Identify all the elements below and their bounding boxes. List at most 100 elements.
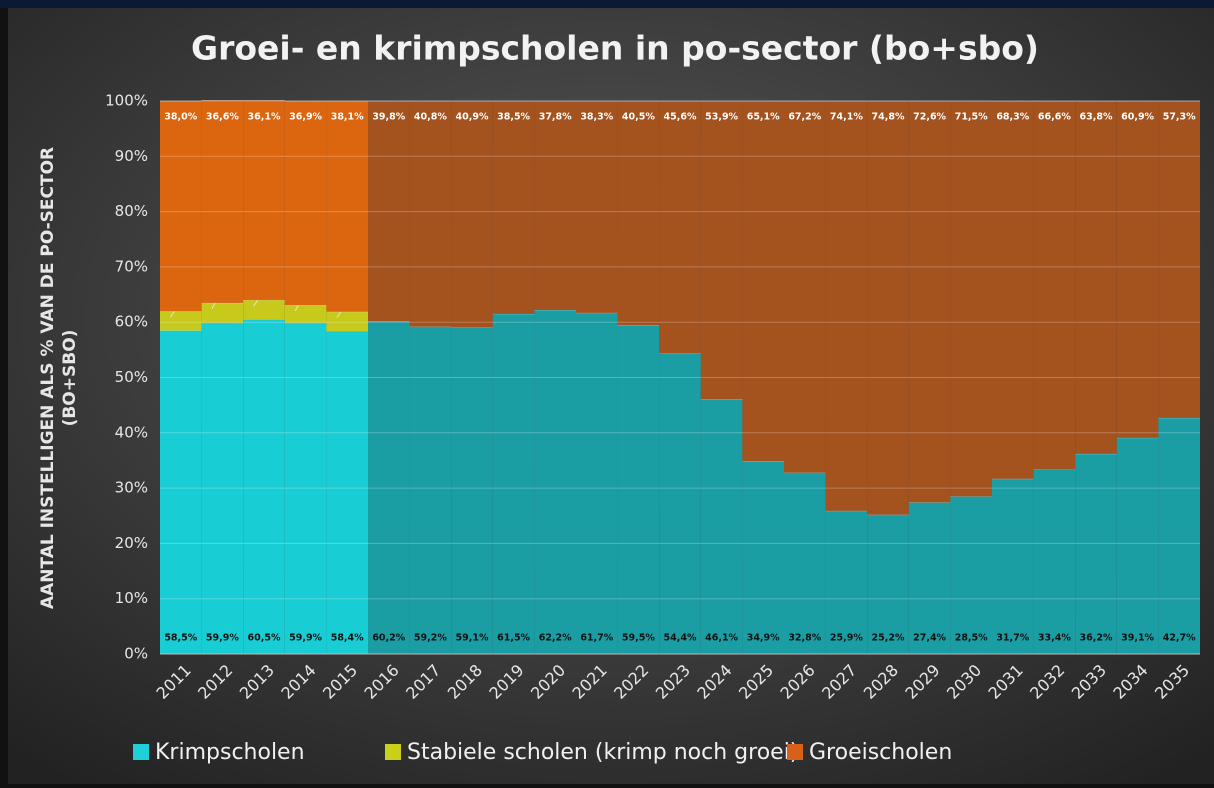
value-label: 61,7%	[580, 633, 613, 644]
bar-segment	[201, 100, 244, 303]
legend-swatch	[787, 744, 803, 760]
value-label: 34,9%	[747, 633, 780, 644]
value-label: 38,5%	[497, 112, 530, 123]
bar-segment	[908, 101, 951, 503]
value-label: 60,5%	[248, 633, 281, 644]
legend-swatch	[385, 744, 401, 760]
bar-segment	[368, 321, 410, 654]
value-label: 36,1%	[248, 112, 281, 123]
bar-segment	[1158, 417, 1200, 654]
bar-segment	[867, 514, 909, 654]
value-label: 25,2%	[872, 633, 905, 644]
bar-segment	[784, 101, 826, 473]
value-label: 40,8%	[414, 112, 447, 123]
bar-segment	[1033, 101, 1076, 470]
value-label: 40,5%	[622, 112, 655, 123]
y-axis-title: AANTAL INSTELLIGEN ALS % VAN DE PO-SECTO…	[38, 147, 80, 609]
value-label: 39,1%	[1121, 633, 1154, 644]
bar-segment	[1158, 101, 1200, 418]
value-label: 60,2%	[372, 633, 405, 644]
bar-segment	[451, 327, 493, 654]
bar-segment	[284, 305, 327, 323]
bar-segment	[534, 101, 576, 311]
bar-segment	[326, 101, 368, 312]
value-label: 71,5%	[955, 112, 988, 123]
bar-segment	[160, 101, 202, 312]
bar-segment	[950, 496, 992, 654]
value-label: 74,1%	[830, 112, 863, 123]
value-label: 36,2%	[1080, 633, 1113, 644]
legend-label: Stabiele scholen (krimp noch groei)	[407, 740, 798, 765]
value-label: 42,7%	[1163, 633, 1196, 644]
y-tick-label: 80%	[115, 202, 148, 220]
value-label: 39,8%	[372, 112, 405, 123]
y-tick-label: 0%	[124, 645, 148, 663]
bar-segment	[950, 101, 992, 497]
bar-segment	[576, 312, 618, 654]
bar-segment	[1075, 101, 1117, 454]
bar-segment	[451, 101, 493, 328]
legend-label: Groeischolen	[809, 740, 952, 765]
bar-segment	[160, 330, 202, 654]
value-label: 68,3%	[996, 112, 1029, 123]
bar-segment	[243, 100, 285, 301]
bar-segment	[368, 101, 410, 322]
value-label: 38,3%	[580, 112, 613, 123]
bar-segment	[492, 313, 535, 654]
bar-segment	[284, 322, 327, 654]
value-label: 36,9%	[289, 112, 322, 123]
bar-segment	[867, 101, 909, 515]
value-label: 57,3%	[1163, 112, 1196, 123]
y-tick-label: 100%	[105, 92, 148, 110]
value-label: 38,1%	[331, 112, 364, 123]
value-label: 53,9%	[705, 112, 738, 123]
value-label: 67,2%	[788, 112, 821, 123]
legend-label: Krimpscholen	[155, 740, 305, 765]
bar-segment	[742, 101, 784, 462]
value-label: 61,5%	[497, 633, 530, 644]
value-label: 59,5%	[622, 633, 655, 644]
bar-segment	[1075, 453, 1117, 654]
bar-segment	[1116, 101, 1159, 438]
y-tick-label: 10%	[115, 589, 148, 607]
bar-segment	[326, 311, 368, 332]
value-label: 40,9%	[456, 112, 489, 123]
y-tick-label: 70%	[115, 257, 148, 275]
value-label: 27,4%	[913, 633, 946, 644]
y-tick-label: 50%	[115, 368, 148, 386]
top-strip	[0, 0, 1214, 8]
bar-segment	[784, 472, 826, 654]
bar-segment	[1033, 469, 1076, 654]
value-label: 63,8%	[1080, 112, 1113, 123]
y-tick-label: 20%	[115, 534, 148, 552]
value-label: 72,6%	[913, 112, 946, 123]
value-label: 37,8%	[539, 112, 572, 123]
value-label: 28,5%	[955, 633, 988, 644]
value-label: 46,1%	[705, 633, 738, 644]
value-label: 54,4%	[664, 633, 697, 644]
value-label: 59,9%	[289, 633, 322, 644]
value-label: 59,2%	[414, 633, 447, 644]
value-label: 45,6%	[664, 112, 697, 123]
bar-segment	[825, 510, 868, 654]
bar-segment	[243, 319, 285, 654]
value-label: 59,9%	[206, 633, 239, 644]
value-label: 36,6%	[206, 112, 239, 123]
bar-segment	[201, 302, 244, 323]
bar-segment	[742, 461, 784, 654]
value-label: 60,9%	[1121, 112, 1154, 123]
bar-segment	[534, 310, 576, 654]
bar-segment	[160, 311, 202, 331]
y-label-line: (BO+SBO)	[60, 330, 80, 427]
legend-swatch	[133, 744, 149, 760]
y-tick-label: 60%	[115, 313, 148, 331]
bar-segment	[492, 101, 535, 314]
bar-segment	[659, 353, 701, 654]
y-tick-label: 90%	[115, 147, 148, 165]
chart-title: Groei- en krimpscholen in po-sector (bo+…	[191, 29, 1039, 68]
value-label: 38,0%	[164, 112, 197, 123]
value-label: 32,8%	[788, 633, 821, 644]
bar-segment	[617, 101, 660, 325]
legend: Krimpscholen Stabiele scholen (krimp noch…	[133, 740, 952, 765]
